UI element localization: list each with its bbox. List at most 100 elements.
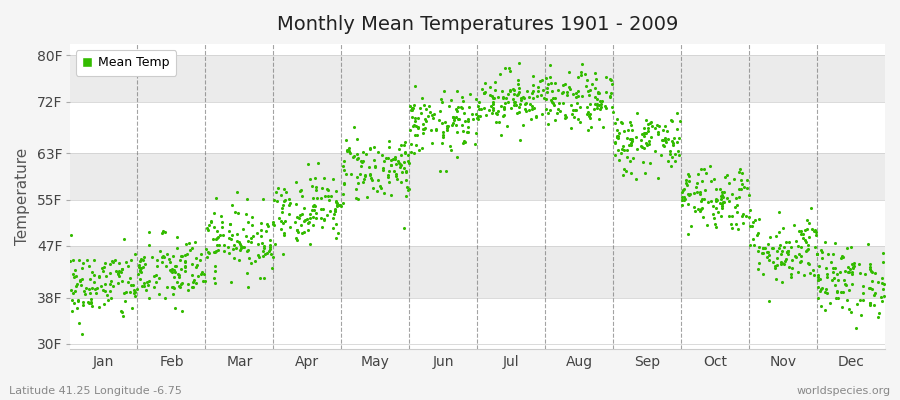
Point <box>675 197 689 204</box>
Point <box>522 94 536 101</box>
Point <box>139 287 153 293</box>
Point <box>176 252 190 259</box>
Point <box>810 251 824 257</box>
Point <box>65 308 79 314</box>
Point <box>115 266 130 272</box>
Point <box>92 274 106 280</box>
Point <box>798 226 813 233</box>
Point <box>101 296 115 303</box>
Point <box>694 197 708 204</box>
Point <box>681 173 696 180</box>
Point <box>566 91 580 98</box>
Point <box>417 102 431 109</box>
Point <box>835 253 850 259</box>
Point <box>211 234 225 240</box>
Point <box>256 245 271 251</box>
Point <box>135 282 149 289</box>
Point <box>580 76 594 83</box>
Point <box>73 276 87 283</box>
Point <box>350 150 365 157</box>
Point <box>609 133 624 140</box>
Point <box>864 268 878 274</box>
Point <box>175 279 189 286</box>
Point <box>498 100 512 106</box>
Point <box>827 264 842 271</box>
Point <box>856 290 870 296</box>
Point <box>214 224 229 230</box>
Point <box>748 217 762 223</box>
Point <box>643 160 657 166</box>
Point <box>257 275 272 281</box>
Point <box>202 222 216 228</box>
Point <box>608 140 622 146</box>
Point <box>227 242 241 248</box>
Point <box>188 239 202 246</box>
Point <box>107 256 122 263</box>
Point <box>448 106 463 112</box>
Point <box>591 116 606 122</box>
Point <box>371 176 385 183</box>
Point <box>526 95 540 101</box>
Point <box>490 111 504 117</box>
Point <box>482 92 497 98</box>
Point <box>742 214 756 220</box>
Point <box>732 169 746 176</box>
Point <box>311 160 326 166</box>
Point <box>543 74 557 80</box>
Point <box>846 265 860 271</box>
Point <box>818 238 832 245</box>
Point <box>465 116 480 122</box>
Point <box>680 191 695 197</box>
Point <box>96 268 111 274</box>
Point <box>680 177 694 183</box>
Point <box>624 142 638 148</box>
Point <box>794 228 808 234</box>
Point <box>539 84 554 91</box>
Point <box>840 245 854 251</box>
Point <box>611 130 625 136</box>
Point <box>581 113 596 120</box>
Point <box>500 98 515 105</box>
Point <box>162 256 176 262</box>
Point <box>456 127 471 134</box>
Point <box>603 94 617 100</box>
Point <box>681 178 696 184</box>
Point <box>820 273 834 280</box>
Point <box>294 229 309 236</box>
Point <box>346 124 361 130</box>
Point <box>377 190 392 196</box>
Point <box>461 116 475 122</box>
Point <box>487 94 501 101</box>
Point <box>598 105 613 111</box>
Point <box>503 88 517 94</box>
Point <box>262 248 276 254</box>
Point <box>688 204 702 210</box>
Point <box>494 103 508 110</box>
Point <box>210 235 224 241</box>
Point <box>528 113 543 120</box>
Point <box>865 278 879 285</box>
Point <box>217 248 231 254</box>
Point <box>230 188 244 195</box>
Point <box>862 266 877 272</box>
Point <box>63 258 77 265</box>
Point <box>670 126 685 132</box>
Point <box>174 266 188 272</box>
Point <box>715 200 729 207</box>
Point <box>291 228 305 235</box>
Point <box>68 272 83 279</box>
Point <box>583 101 598 107</box>
Point <box>112 268 126 274</box>
Point <box>860 240 875 247</box>
Point <box>775 260 789 266</box>
Point <box>297 204 311 211</box>
Point <box>732 194 746 200</box>
Point <box>85 269 99 275</box>
Point <box>80 256 94 263</box>
Point <box>86 272 101 278</box>
Point <box>392 160 407 167</box>
Point <box>282 202 296 208</box>
Point <box>652 122 666 129</box>
Point <box>794 230 808 237</box>
Point <box>333 202 347 208</box>
